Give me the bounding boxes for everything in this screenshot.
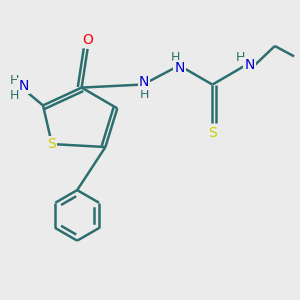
Text: S: S <box>208 126 217 140</box>
Text: H: H <box>140 88 149 100</box>
Text: O: O <box>82 33 93 47</box>
Text: N: N <box>244 58 255 72</box>
Text: H: H <box>171 51 180 64</box>
Text: S: S <box>47 137 56 151</box>
Text: H: H <box>10 88 20 101</box>
Text: H: H <box>236 51 245 64</box>
Text: N: N <box>19 79 29 93</box>
Text: H: H <box>10 74 20 87</box>
Text: N: N <box>175 61 185 75</box>
Text: N: N <box>139 75 149 88</box>
